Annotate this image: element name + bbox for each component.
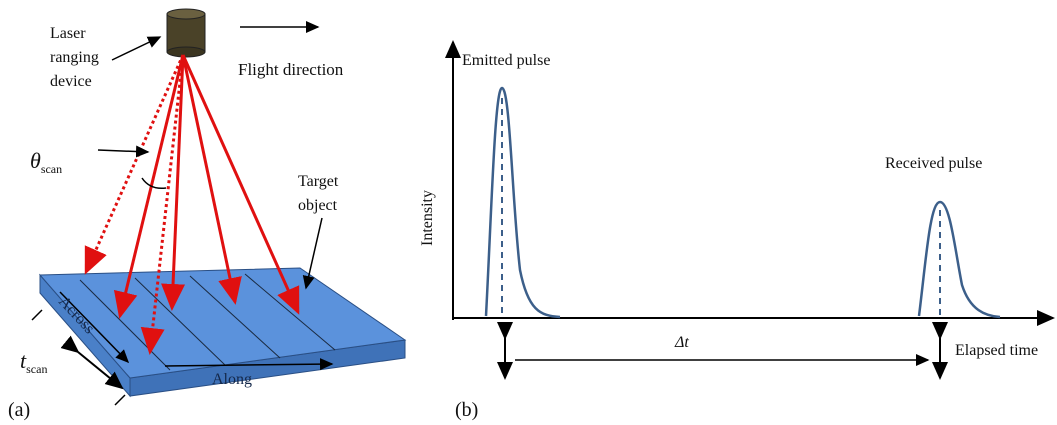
- emitted-pulse: [484, 86, 561, 319]
- scan-edge-rays: [84, 54, 185, 355]
- pointer: [302, 217, 323, 290]
- received-pulse: [917, 200, 1001, 319]
- label: Received pulse: [885, 155, 982, 172]
- axis-label: Elapsed time: [955, 342, 1038, 359]
- panel-label: (b): [455, 399, 478, 421]
- panel-b: Emitted pulse Received pulse Intensity Δ…: [419, 40, 1055, 421]
- label: ranging: [50, 49, 99, 66]
- label: Emitted pulse: [462, 52, 550, 69]
- label: Flight direction: [238, 60, 344, 79]
- laser-device: [166, 13, 206, 53]
- axis-label: Intensity: [419, 190, 436, 246]
- panel-a: Laser ranging device Flight direction θs…: [8, 8, 407, 421]
- label: device: [50, 73, 92, 90]
- label: tscan: [20, 348, 47, 376]
- label: Δt: [674, 334, 689, 351]
- pointer: [111, 36, 162, 61]
- panel-label: (a): [8, 399, 30, 421]
- along-arrow: [164, 358, 334, 371]
- pointer: [97, 145, 150, 158]
- width-arrow: [60, 335, 124, 390]
- label: object: [298, 197, 338, 214]
- angle-arc: [141, 177, 167, 190]
- label: Along: [212, 371, 252, 388]
- label: Laser: [50, 25, 86, 42]
- label: θscan: [30, 148, 62, 176]
- label: Target: [298, 173, 339, 190]
